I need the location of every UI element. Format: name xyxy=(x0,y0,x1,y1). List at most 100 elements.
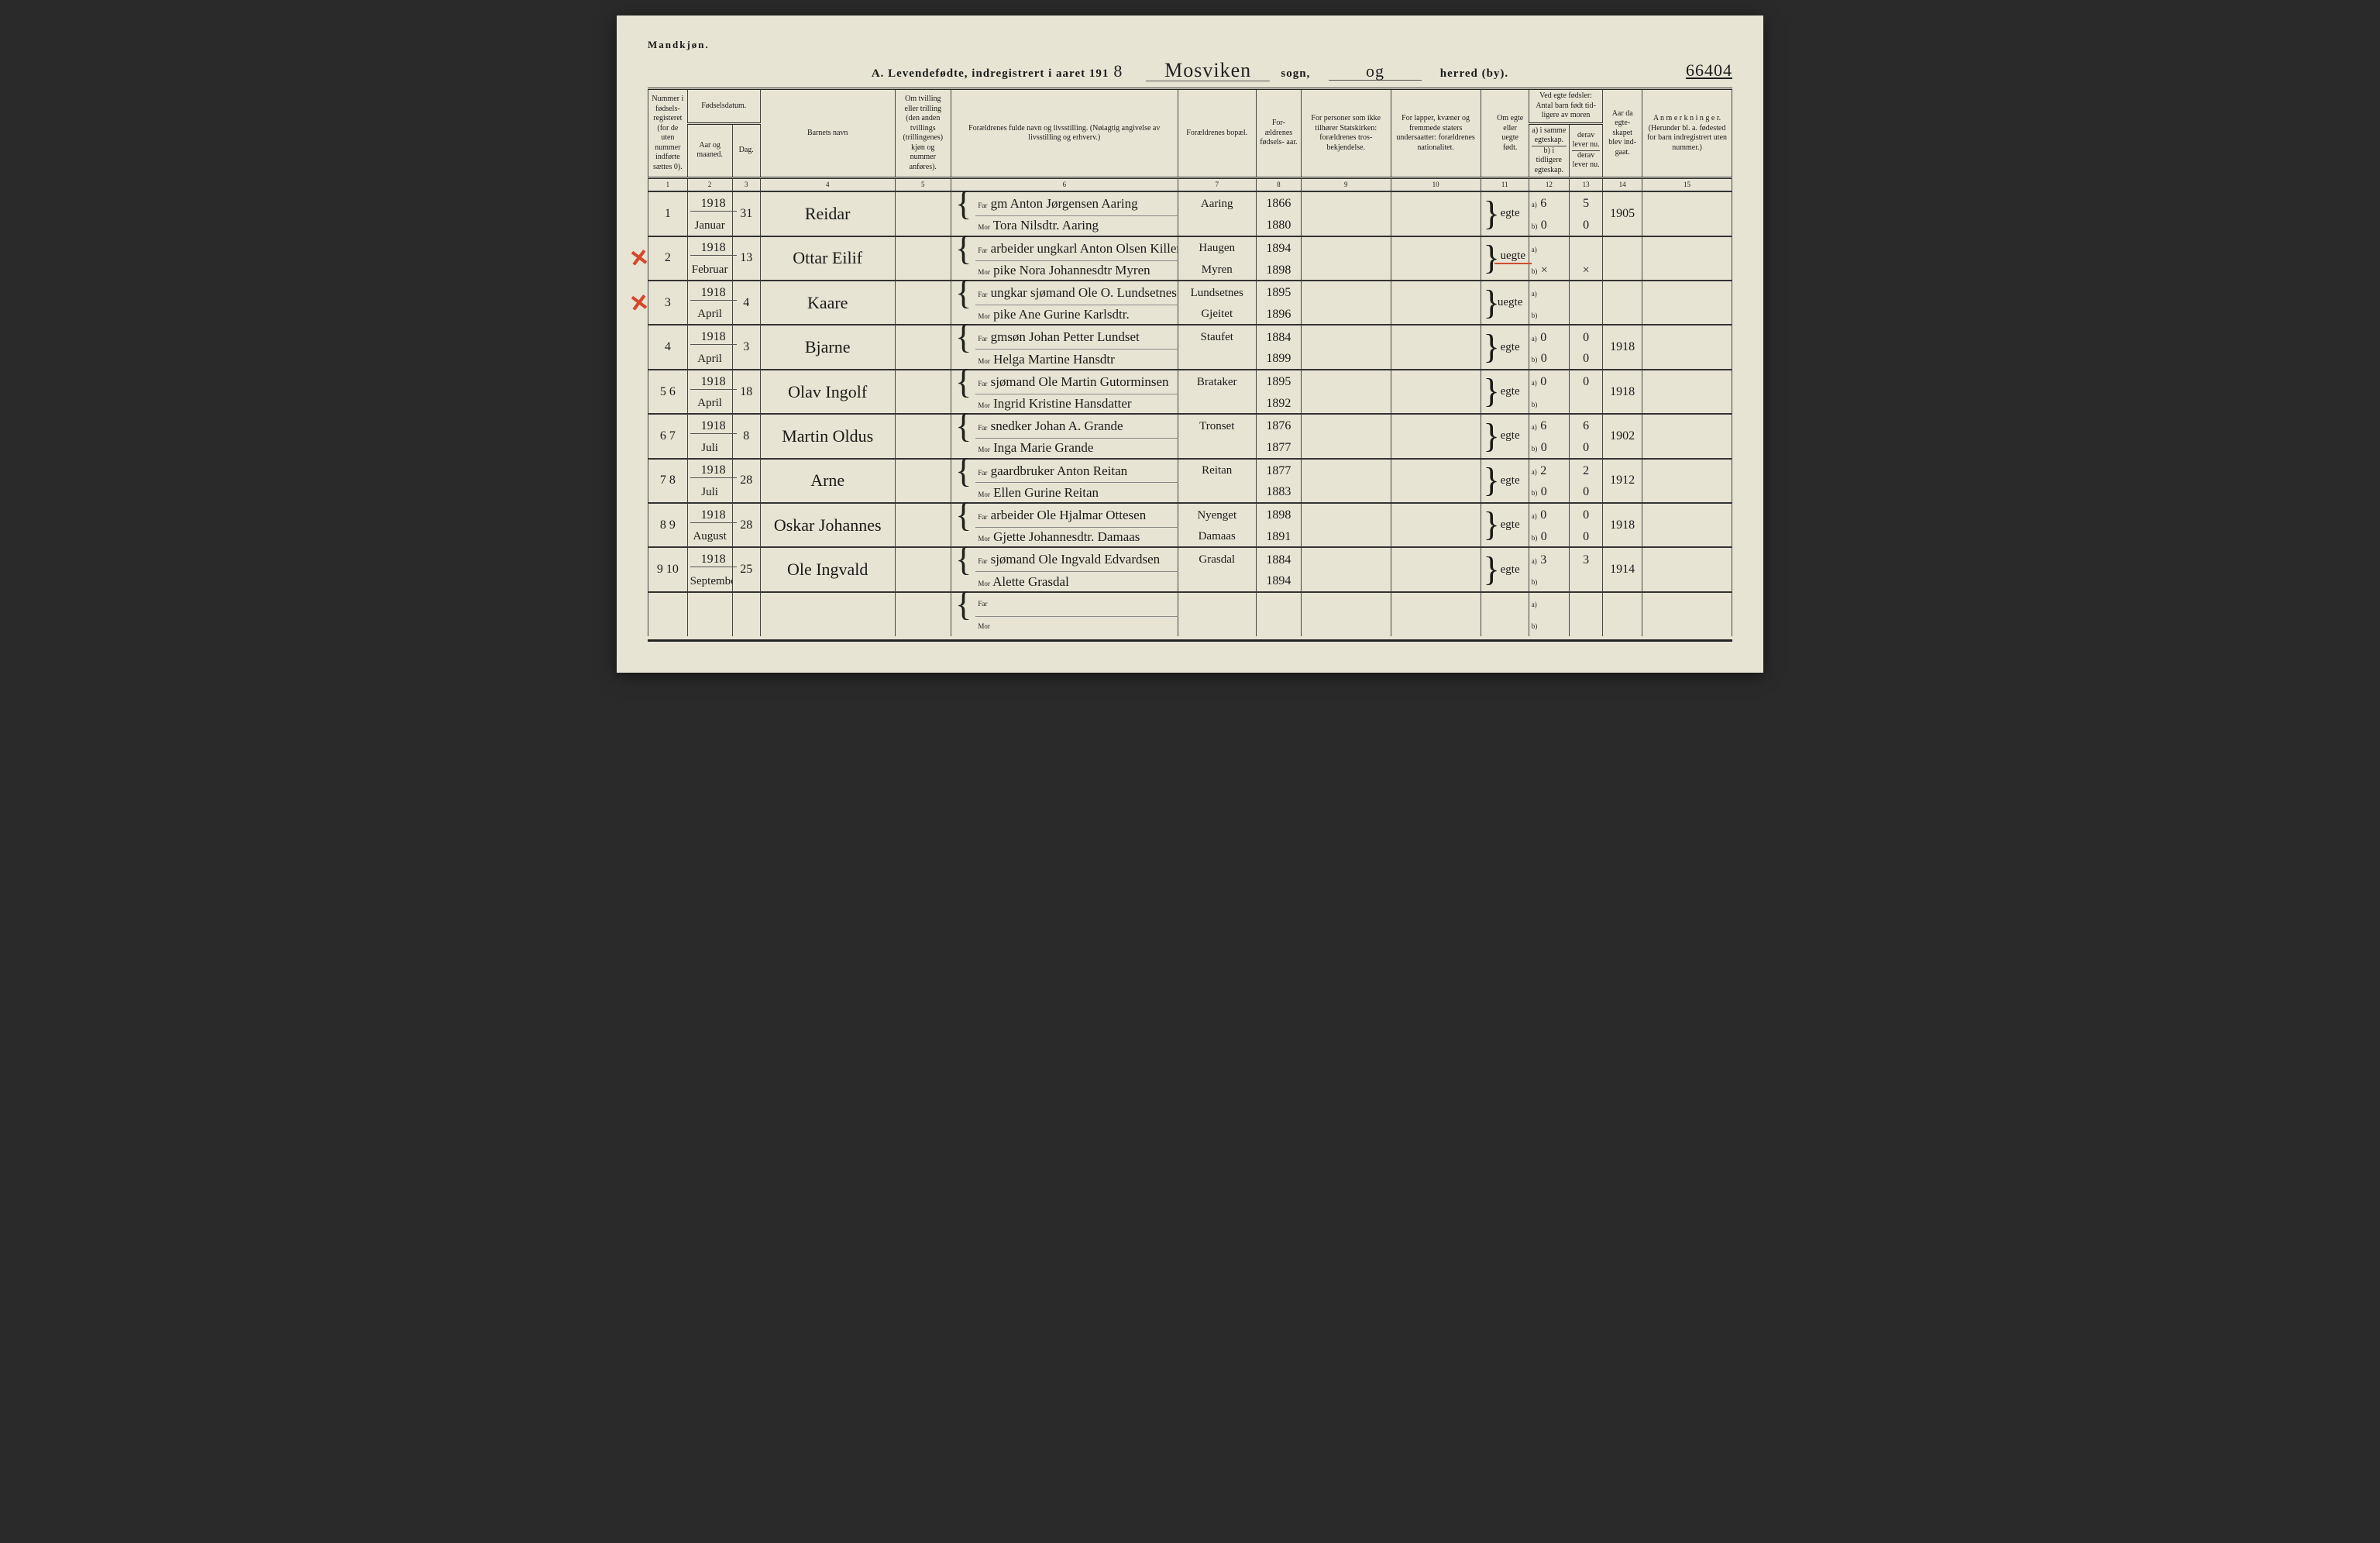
count-a-live xyxy=(1569,281,1602,305)
table-row: 9 10 1918 25 Ole Ingvald { Far sjømand O… xyxy=(648,548,1732,571)
count-b-live: 0 xyxy=(1569,350,1602,370)
father-birth-year: 1895 xyxy=(1256,370,1301,394)
table-header: Nummer i fødsels- registeret (for de ute… xyxy=(648,89,1732,192)
count-b: b) 0 xyxy=(1529,439,1569,459)
mother-birth-year: 1891 xyxy=(1256,527,1301,547)
father-name: Far sjømand Ole Martin Gutorminsen xyxy=(975,370,1178,394)
child-name: Oskar Johannes xyxy=(760,504,895,547)
residence-far: Nyenget xyxy=(1178,504,1256,527)
father-birth-year: 1898 xyxy=(1256,504,1301,527)
birth-year: 1918 xyxy=(687,415,732,438)
col-8-header: For- ældrenes fødsels- aar. xyxy=(1256,89,1301,178)
twin-info xyxy=(895,192,951,236)
count-a-live: 0 xyxy=(1569,370,1602,394)
residence-mor: Damaas xyxy=(1178,527,1256,547)
count-b: b) xyxy=(1529,572,1569,592)
residence-mor xyxy=(1178,439,1256,459)
birth-month: Juli xyxy=(687,483,732,503)
religion xyxy=(1301,504,1391,547)
count-b-live xyxy=(1569,394,1602,414)
mother-name: Mor Gjette Johannesdtr. Damaas xyxy=(975,527,1178,547)
mother-name: Mor Ellen Gurine Reitan xyxy=(975,483,1178,503)
birth-month: April xyxy=(687,394,732,414)
child-name: Ole Ingvald xyxy=(760,548,895,591)
count-b-live: 0 xyxy=(1569,527,1602,547)
religion xyxy=(1301,325,1391,369)
colnum-6: 6 xyxy=(951,178,1178,192)
mother-birth-year: 1899 xyxy=(1256,350,1301,370)
remarks xyxy=(1642,281,1732,325)
district-name: og xyxy=(1329,63,1422,81)
marriage-year: 1918 xyxy=(1603,325,1642,369)
count-a: a) 0 xyxy=(1529,504,1569,527)
mother-name: Mor Helga Martine Hansdtr xyxy=(975,350,1178,370)
count-a: a) xyxy=(1529,281,1569,305)
herred-label: herred (by). xyxy=(1440,67,1508,80)
birth-month: April xyxy=(687,350,732,370)
residence-mor xyxy=(1178,483,1256,503)
colnum-8: 8 xyxy=(1256,178,1301,192)
twin-info xyxy=(895,415,951,458)
residence-far: Staufet xyxy=(1178,325,1256,349)
birth-year: 1918 xyxy=(687,325,732,349)
far-brace: { xyxy=(951,460,976,483)
far-brace: { xyxy=(951,415,976,438)
register-page: Mandkjøn. A. Levendefødte, indregistrert… xyxy=(617,15,1763,673)
nationality xyxy=(1391,281,1481,325)
mother-name: Mor pike Nora Johannesdtr Myren xyxy=(975,260,1178,281)
birth-year: 1918 xyxy=(687,548,732,571)
year-suffix: 8 xyxy=(1109,63,1127,80)
col-1-header: Nummer i fødsels- registeret (for de ute… xyxy=(648,89,688,178)
birth-year: 1918 xyxy=(687,504,732,527)
colnum-5: 5 xyxy=(895,178,951,192)
title-prefix: A. Levendefødte, indregistrert i aaret 1… xyxy=(872,67,1109,80)
count-b: b) 0 xyxy=(1529,527,1569,547)
entry-number: 4 xyxy=(648,325,688,369)
religion xyxy=(1301,460,1391,503)
religion xyxy=(1301,281,1391,325)
count-b: b) xyxy=(1529,394,1569,414)
nationality xyxy=(1391,325,1481,369)
count-a: a) xyxy=(1529,237,1569,260)
mother-name: Mor pike Ane Gurine Karlsdtr. xyxy=(975,305,1178,325)
mother-birth-year: 1898 xyxy=(1256,260,1301,281)
child-name: Reidar xyxy=(760,192,895,236)
count-a: a) 0 xyxy=(1529,370,1569,394)
father-birth-year: 1884 xyxy=(1256,325,1301,349)
count-b-live: × xyxy=(1569,260,1602,281)
father-name: Far arbeider ungkarl Anton Olsen Killen xyxy=(975,237,1178,260)
col-12-13-header-top: Ved egte fødsler: Antal barn født tid- l… xyxy=(1529,89,1603,124)
legit-brace: } xyxy=(1481,370,1491,414)
far-brace: { xyxy=(951,370,976,394)
nationality xyxy=(1391,370,1481,414)
legit-brace: } xyxy=(1481,192,1491,236)
residence-mor xyxy=(1178,394,1256,414)
child-name: Kaare xyxy=(760,281,895,325)
table-row: ×3 1918 4 Kaare { Far ungkar sjømand Ole… xyxy=(648,281,1732,305)
colnum-15: 15 xyxy=(1642,178,1732,192)
count-a: a) 6 xyxy=(1529,415,1569,438)
count-a: a) 0 xyxy=(1529,325,1569,349)
birth-year: 1918 xyxy=(687,192,732,215)
entry-number: 8 9 xyxy=(648,504,688,547)
colnum-13: 13 xyxy=(1569,178,1602,192)
colnum-2: 2 xyxy=(687,178,732,192)
twin-info xyxy=(895,281,951,325)
religion xyxy=(1301,415,1391,458)
residence-far: Haugen xyxy=(1178,237,1256,260)
remarks xyxy=(1642,460,1732,503)
count-a-live: 2 xyxy=(1569,460,1602,483)
child-name: Ottar Eilif xyxy=(760,237,895,281)
colnum-1: 1 xyxy=(648,178,688,192)
residence-far: Grasdal xyxy=(1178,548,1256,571)
father-birth-year: 1884 xyxy=(1256,548,1301,571)
remarks xyxy=(1642,325,1732,369)
table-row: 4 1918 3 Bjarne { Far gmsøn Johan Petter… xyxy=(648,325,1732,349)
religion xyxy=(1301,237,1391,281)
count-b: b) 0 xyxy=(1529,483,1569,503)
remarks xyxy=(1642,192,1732,236)
father-birth-year: 1876 xyxy=(1256,415,1301,438)
entry-number: 5 6 xyxy=(648,370,688,414)
residence-far: Tronset xyxy=(1178,415,1256,438)
residence-mor: Myren xyxy=(1178,260,1256,281)
